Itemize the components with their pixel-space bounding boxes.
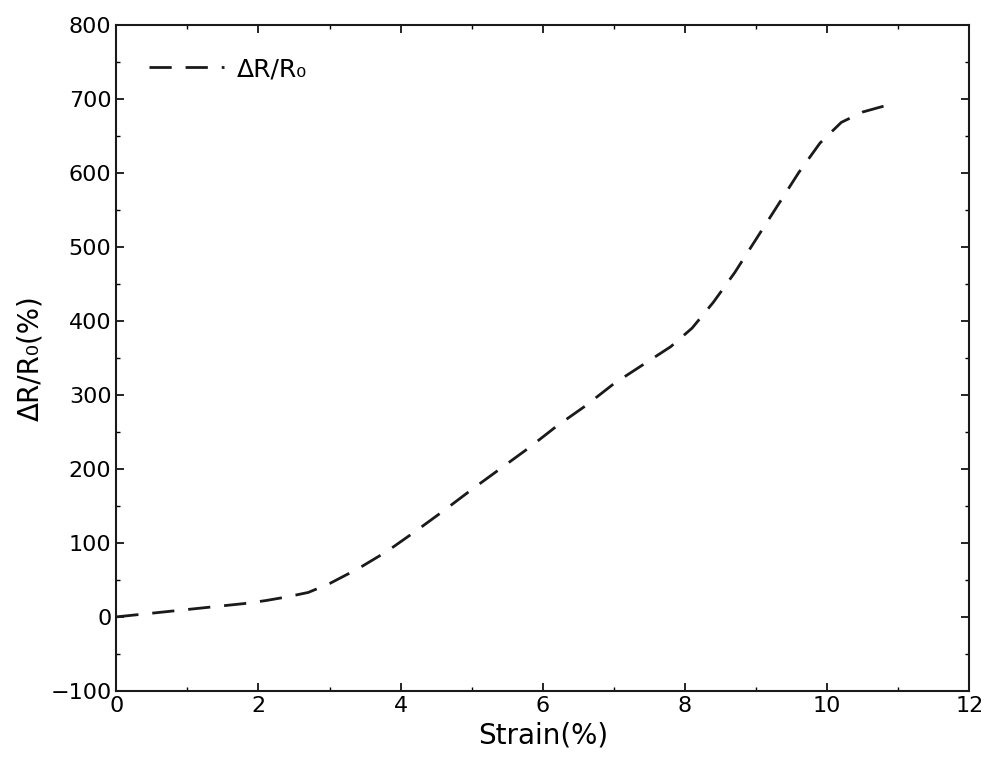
Legend: ΔR/R₀: ΔR/R₀ <box>129 38 327 101</box>
Y-axis label: ΔR/R₀(%): ΔR/R₀(%) <box>17 295 45 421</box>
X-axis label: Strain(%): Strain(%) <box>478 722 608 749</box>
